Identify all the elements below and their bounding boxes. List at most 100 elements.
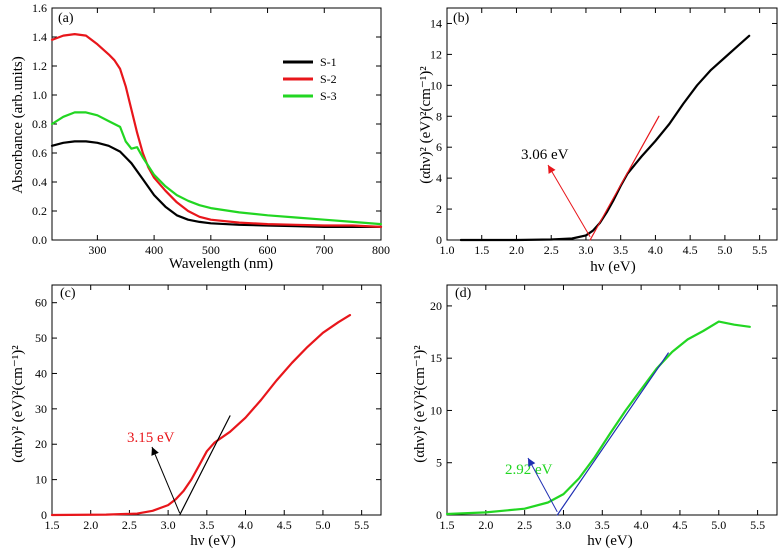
panel-d-x-axis-title: hν (eV): [587, 533, 633, 549]
panel-c-annotation: 3.15 eV: [127, 430, 175, 446]
x-tick-label: 4.5: [683, 243, 698, 257]
y-tick-label: 1.2: [32, 59, 47, 73]
x-tick-label: 3.0: [161, 518, 176, 532]
y-tick-label: 0.4: [32, 175, 47, 189]
panel-c: (c) hν (eV) (αhν)² (eV)²(cm⁻¹)² 3.15 eV …: [10, 284, 382, 549]
panel-a-label: (a): [58, 11, 74, 26]
x-tick-label: 1.0: [440, 243, 455, 257]
y-tick-label: 1.6: [32, 1, 47, 15]
x-tick-label: 4.0: [238, 518, 253, 532]
fit-line: [556, 352, 669, 516]
y-tick-label: 0.0: [32, 233, 47, 247]
series-line-s-1: [50, 140, 383, 228]
y-tick-label: 10: [430, 78, 442, 92]
x-tick-label: 3.5: [613, 243, 628, 257]
legend-label-s2: S-2: [320, 72, 337, 86]
series-line-s-3: [50, 111, 383, 226]
panel-a-x-axis-title: Wavelength (nm): [169, 256, 273, 272]
y-tick-label: 10: [430, 403, 442, 417]
y-tick-label: 12: [430, 47, 442, 61]
y-tick-label: 40: [35, 366, 47, 380]
x-tick-label: 500: [202, 243, 220, 257]
y-tick-label: 1.0: [32, 88, 47, 102]
legend-label-s3: S-3: [320, 89, 337, 103]
panel-b-label: (b): [453, 11, 470, 26]
x-tick-label: 2.0: [478, 518, 493, 532]
fit-line: [589, 115, 660, 241]
x-tick-label: 3.0: [578, 243, 593, 257]
y-tick-label: 2: [436, 202, 442, 216]
x-tick-label: 5.5: [750, 518, 765, 532]
x-tick-label: 5.5: [354, 518, 369, 532]
y-tick-label: 20: [430, 299, 442, 313]
x-tick-label: 3.0: [556, 518, 571, 532]
x-tick-label: 4.0: [634, 518, 649, 532]
x-tick-label: 800: [372, 243, 390, 257]
series-line-data: [445, 320, 751, 516]
y-tick-label: 20: [35, 437, 47, 451]
y-tick-label: 10: [35, 473, 47, 487]
panel-a-legend: S-1 S-2 S-3: [283, 55, 337, 103]
y-tick-label: 0.6: [32, 146, 47, 160]
x-tick-label: 300: [88, 243, 106, 257]
panel-d-label: (d): [455, 286, 472, 301]
y-tick-label: 30: [35, 402, 47, 416]
y-tick-label: 6: [436, 140, 442, 154]
x-tick-label: 4.0: [648, 243, 663, 257]
y-tick-label: 14: [430, 16, 442, 30]
x-tick-label: 1.5: [474, 243, 489, 257]
x-tick-label: 5.0: [717, 243, 732, 257]
x-tick-label: 2.5: [122, 518, 137, 532]
annotation-arrow: [547, 164, 591, 238]
y-tick-label: 0: [436, 233, 442, 247]
x-tick-label: 400: [145, 243, 163, 257]
x-tick-label: 3.5: [595, 518, 610, 532]
series-line-data: [459, 34, 751, 242]
x-tick-label: 2.0: [509, 243, 524, 257]
x-tick-label: 2.5: [517, 518, 532, 532]
annotation-arrowhead: [548, 165, 556, 174]
panel-b: (b) hν (eV) (αhν)² (eV)²(cm⁻¹)² 3.06 eV …: [418, 7, 778, 275]
panel-b-annotation: 3.06 eV: [521, 147, 569, 163]
annotation-arrow: [527, 457, 558, 513]
x-tick-label: 5.0: [711, 518, 726, 532]
y-tick-label: 0: [436, 508, 442, 522]
panel-c-y-axis-title: (αhν)² (eV)²(cm⁻¹)²: [10, 345, 26, 463]
y-tick-label: 0.2: [32, 204, 47, 218]
x-tick-label: 2.0: [83, 518, 98, 532]
panel-a: (a) Wavelength (nm) Absorbance (arb.unit…: [10, 1, 390, 272]
panel-b-y-axis-title: (αhν)² (eV)²(cm⁻¹)²: [418, 66, 434, 184]
x-tick-label: 5.0: [315, 518, 330, 532]
x-tick-label: 700: [315, 243, 333, 257]
annotation-arrow: [151, 446, 181, 514]
y-tick-label: 0: [41, 508, 47, 522]
x-tick-label: 1.5: [45, 518, 60, 532]
x-tick-label: 1.5: [440, 518, 455, 532]
x-tick-label: 4.5: [672, 518, 687, 532]
panel-b-x-axis-title: hν (eV): [590, 259, 636, 275]
plot-frame: [446, 284, 778, 516]
y-tick-label: 8: [436, 109, 442, 123]
x-tick-label: 3.5: [199, 518, 214, 532]
x-tick-label: 4.5: [277, 518, 292, 532]
y-tick-label: 0.8: [32, 117, 47, 131]
annotation-arrowhead: [528, 458, 536, 467]
panel-d-y-axis-title: (αhν)² (eV)²(cm⁻¹)²: [412, 345, 428, 463]
panel-d-annotation: 2.92 eV: [505, 462, 553, 478]
x-tick-label: 2.5: [544, 243, 559, 257]
plot-frame: [51, 7, 382, 241]
series-line-data: [50, 314, 352, 517]
y-tick-label: 1.4: [32, 30, 47, 44]
y-tick-label: 5: [436, 456, 442, 470]
plot-frame: [51, 284, 382, 516]
panel-c-label: (c): [60, 286, 76, 301]
legend-label-s1: S-1: [320, 55, 337, 69]
fit-line: [179, 415, 231, 516]
panel-a-y-axis-title: Absorbance (arb.units): [10, 56, 26, 193]
y-tick-label: 15: [430, 351, 442, 365]
plot-frame: [446, 7, 778, 241]
panel-d: (d) hν (eV) (αhν)² (eV)²(cm⁻¹)² 2.92 eV …: [412, 284, 778, 549]
panel-c-x-axis-title: hν (eV): [190, 533, 236, 549]
x-tick-label: 600: [259, 243, 277, 257]
